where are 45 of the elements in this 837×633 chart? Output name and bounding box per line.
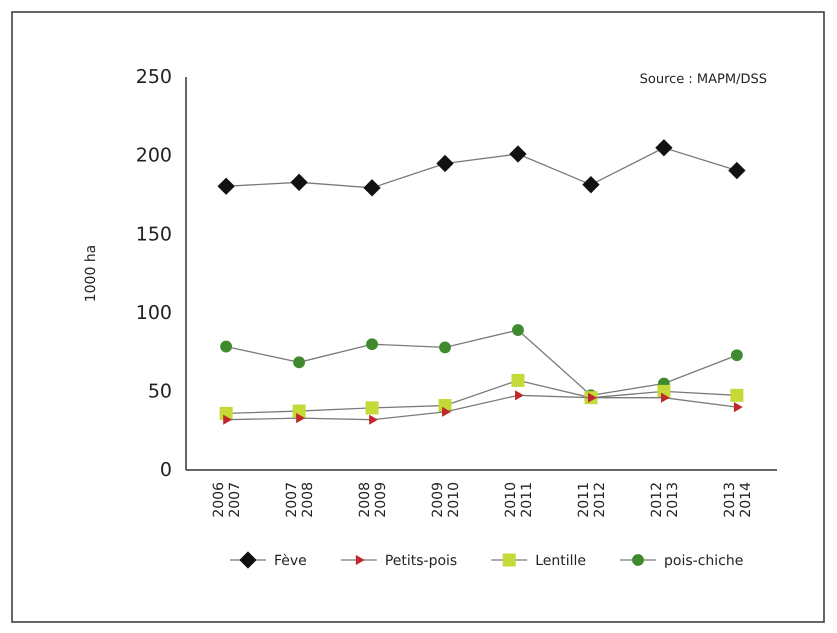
legend-label: Petits-pois (384, 553, 458, 569)
point (439, 341, 451, 354)
y-tick-label: 100 (136, 302, 172, 324)
x-tick-label: 2007 2008 (284, 482, 316, 518)
y-tick-label: 200 (136, 144, 172, 167)
y-tick-label: 0 (160, 459, 172, 482)
point (442, 406, 451, 417)
point (515, 390, 524, 400)
point (363, 179, 381, 196)
point (512, 324, 524, 336)
x-tick-label: 2010 2011 (502, 482, 535, 518)
point (582, 176, 600, 194)
y-tick-label: 250 (136, 66, 172, 88)
point (660, 392, 670, 403)
x-tick-label: 2012 2013 (648, 482, 681, 518)
legend-label: pois-chiche (664, 553, 744, 569)
point (730, 349, 743, 362)
point (436, 154, 454, 172)
point (366, 401, 379, 414)
point (730, 388, 744, 402)
point (511, 374, 524, 387)
legend-label: Fève (274, 553, 307, 569)
point (296, 413, 305, 424)
annotation: Source : MAPM/DSS (640, 72, 767, 87)
point (366, 338, 378, 350)
x-tick-label: 2006 2007 (211, 482, 244, 518)
y-tick-label: 50 (148, 380, 172, 402)
x-tick-label: 2008 2009 (357, 482, 390, 518)
point (223, 414, 232, 425)
point (290, 174, 308, 191)
point (293, 356, 306, 368)
y-axis-title: 1000 ha (83, 244, 99, 302)
y-tick-label: 150 (136, 223, 172, 246)
point (217, 178, 235, 195)
point (588, 392, 597, 403)
x-tick-label: 2013 2014 (722, 482, 754, 518)
point (728, 162, 746, 180)
point (369, 414, 378, 425)
point (734, 402, 743, 412)
point (220, 340, 232, 353)
x-tick-label: 2009 2010 (430, 482, 462, 518)
point (509, 145, 527, 163)
legend-label: Lentille (535, 553, 586, 569)
x-tick-label: 2011 2012 (576, 482, 608, 518)
point (655, 139, 673, 156)
